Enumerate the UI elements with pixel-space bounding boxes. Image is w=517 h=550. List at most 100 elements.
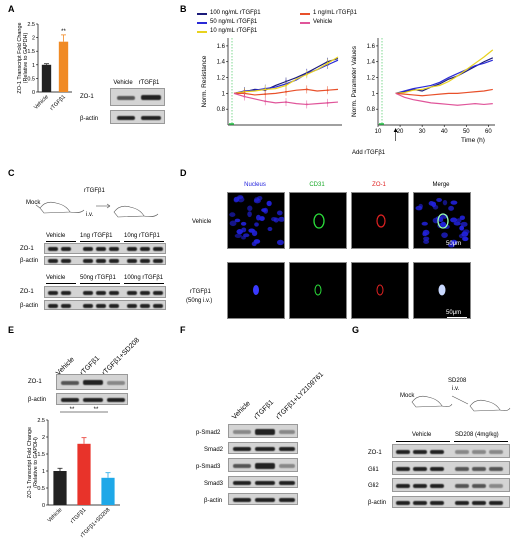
- nucleiB-nucleus-24: [459, 225, 465, 231]
- nucleiB-nucleus-7: [462, 236, 469, 242]
- nucleiA-nucleus-24: [254, 197, 260, 202]
- b1-series-3-pt-3: [264, 93, 267, 96]
- nucleiA-nucleus-29: [261, 208, 267, 213]
- a-bar-0: [41, 64, 52, 92]
- nucleiB-nucleus-14: [460, 221, 468, 227]
- d-img-vehicle-cd31: [289, 192, 347, 249]
- b2-ytick-label-2: 1.2: [367, 76, 376, 82]
- b1-ytick-label-3: 1.4: [217, 60, 226, 66]
- nucleiA-nucleus-23: [229, 220, 237, 227]
- c-blot-zo1-2: [44, 286, 166, 298]
- b1-ytick-label-2: 1.2: [217, 76, 226, 82]
- b2-xtick-label-1: 20: [397, 129, 404, 135]
- nucleiB-nucleus-3: [442, 199, 448, 206]
- d-scale-2: 50μm: [446, 310, 462, 316]
- nucleiB-nucleus-31: [422, 231, 428, 237]
- e-blot-label-zo1: ZO-1: [28, 379, 42, 385]
- g-blot-gli2: [392, 478, 510, 492]
- nucleiA-nucleus-8: [247, 211, 252, 218]
- d-scale-1: 50μm: [446, 241, 462, 247]
- legend-10: 10 ng/mL rTGFβ1: [210, 28, 258, 34]
- e-ytick-label-0: 0: [42, 503, 45, 509]
- e-blot-label-actin: β-actin: [28, 397, 47, 403]
- d-col-zo1: ZO-1: [372, 182, 386, 188]
- c-h1-vehicle: Vehicle: [46, 233, 66, 239]
- nucleiA-nucleus-22: [241, 235, 246, 240]
- c-mock: Mock: [26, 200, 41, 206]
- e-ylabel: ZO-1 Transcript Fold Change(Relative to …: [27, 427, 39, 498]
- b1-series-3-pt-7: [305, 88, 308, 91]
- nucleiB-nucleus-17: [456, 218, 462, 223]
- nucleiA-nucleus-15: [276, 239, 284, 246]
- e-ytick-label-4: 2: [42, 435, 45, 441]
- f-blot-smad2: [228, 442, 298, 454]
- nucleiA-nucleus-19: [278, 216, 284, 222]
- a-blot-actin: [110, 110, 165, 124]
- panel-label-e: E: [8, 325, 15, 335]
- nucleiB-nucleus-4: [448, 205, 454, 211]
- nucleiA-nucleus-13: [271, 216, 277, 222]
- nucleiB-nucleus-30: [415, 205, 423, 211]
- b1-ytick-label-1: 1: [222, 91, 226, 97]
- b2-series-2: [395, 49, 494, 94]
- b1-series-4-pt-5: [285, 101, 287, 104]
- b1-ylabel: Norm. Resistance: [201, 55, 208, 107]
- b2-xtick-label-0: 10: [375, 129, 382, 135]
- panel-label-g: G: [352, 325, 360, 335]
- nucleiB-nucleus-22: [423, 236, 430, 241]
- g-group-vehicle: Vehicle: [412, 432, 432, 438]
- f-blot-actin: [228, 493, 298, 505]
- e-significance-0: **: [70, 407, 75, 413]
- g-label-gli1: Gli1: [368, 467, 379, 473]
- b2-series-4: [395, 92, 493, 106]
- nucleiB-nucleus-32: [428, 201, 435, 206]
- b2-ytick-label-4: 1.6: [367, 44, 376, 50]
- e-ytick-label-3: 1.5: [37, 452, 45, 458]
- g-mouse-icons: [411, 395, 511, 412]
- g-mock: Mock: [400, 393, 415, 399]
- d-img-rtgf-zo1: [351, 262, 409, 319]
- f-label-psmad2: p-Smad2: [196, 430, 221, 436]
- nucleiA-nucleus-14: [266, 200, 272, 207]
- e-ytick-label-1: 0.5: [37, 486, 45, 492]
- nucleiA-nucleus-33: [253, 239, 261, 244]
- nucleiA-nucleus-18: [229, 212, 236, 217]
- nucleiB-nucleus-6: [450, 217, 458, 223]
- c-route: i.v.: [86, 212, 94, 218]
- f-label-smad2: Smad2: [204, 447, 224, 453]
- a-blot-label-actin: β-actin: [80, 116, 99, 122]
- f-label-smad3: Smad3: [204, 481, 224, 487]
- b2-ytick-label-1: 1: [372, 91, 376, 97]
- d-row-dose: (50ng i.v.): [186, 298, 213, 304]
- legend-vehicle: Vehicle: [313, 19, 333, 25]
- chart-b-left: 0.8 1 1.2 1.4 1.6 Norm. Resistance: [201, 38, 342, 126]
- c-h2-50ng: 50ng rTGFβ1: [80, 275, 116, 281]
- a-blot-zo1: [110, 88, 165, 106]
- d-img-rtgf-cd31: [289, 262, 347, 319]
- c-injection: rTGFβ1: [84, 188, 105, 194]
- d-col-nucleus: Nucleus: [244, 182, 266, 188]
- nucleiA-nucleus-25: [247, 205, 253, 212]
- nucleiA-nucleus-30: [233, 198, 239, 203]
- f-blot-smad3: [228, 476, 298, 488]
- c-blot-label-actin-2: β-actin: [20, 303, 39, 309]
- e-blot-zo1: [56, 374, 128, 390]
- nucleiA-nucleus-28: [251, 230, 258, 237]
- b1-ytick-label-0: 0.8: [217, 107, 226, 113]
- b1-series-4-pt-7: [305, 103, 308, 106]
- c-blot-label-zo1-1: ZO-1: [20, 246, 34, 252]
- b1-series-4-pt-9: [326, 101, 329, 104]
- nucleiA-nucleus-12: [276, 210, 283, 216]
- legend-50: 50 ng/mL rTGFβ1: [210, 19, 258, 25]
- g-label-actin: β-actin: [368, 500, 387, 506]
- nucleiA-nucleus-0: [254, 222, 259, 227]
- b2-add-arrowhead: [393, 128, 398, 132]
- a-significance: **: [61, 29, 66, 35]
- g-blot-gli1: [392, 461, 510, 475]
- nucleiB-nucleus-33: [436, 197, 442, 203]
- a-ytick-label-5: 2.5: [27, 22, 35, 28]
- d-img-rtgf-merge: 50μm: [413, 262, 471, 319]
- g-blot-zo1: [392, 444, 510, 458]
- nucleiB-nucleus-11: [423, 239, 430, 244]
- e-ytick-label-2: 1: [42, 469, 45, 475]
